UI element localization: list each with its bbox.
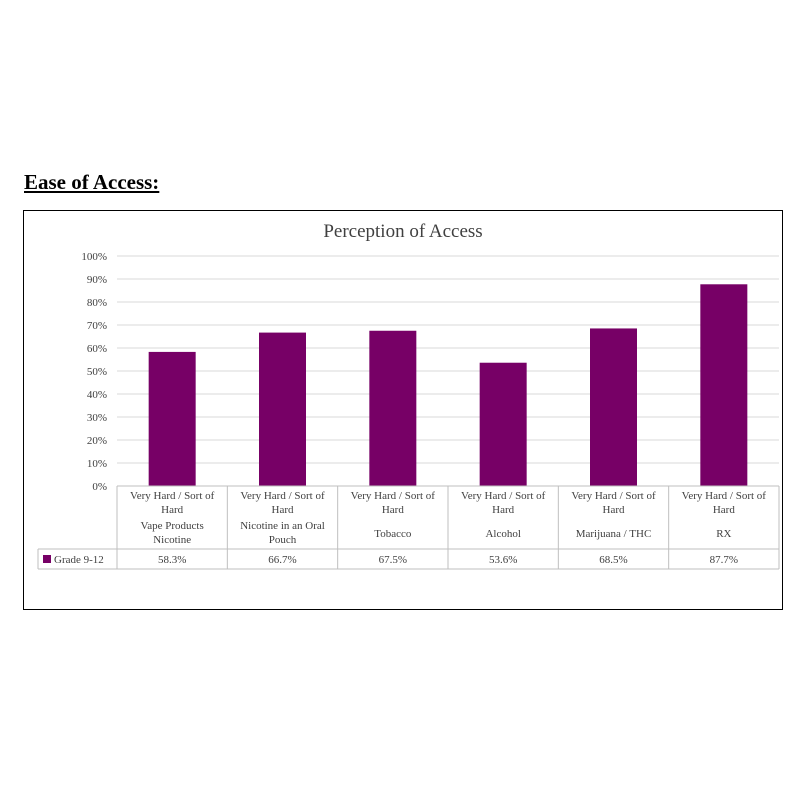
x-tick-label: Hard (603, 504, 625, 516)
x-tick-label: Alcohol (485, 528, 520, 540)
x-tick-label: Nicotine in an Oral (240, 520, 325, 532)
y-tick-label: 90% (87, 274, 107, 286)
legend-label: Grade 9-12 (54, 554, 104, 566)
x-tick-label: Very Hard / Sort of (130, 490, 215, 502)
bar (700, 284, 748, 486)
y-tick-label: 100% (81, 251, 107, 263)
x-tick-label: Very Hard / Sort of (351, 490, 436, 502)
y-tick-label: 20% (87, 435, 107, 447)
x-tick-label: RX (716, 528, 731, 540)
y-tick-label: 60% (87, 343, 107, 355)
y-tick-label: 70% (87, 320, 107, 332)
bar (259, 332, 306, 486)
data-label: 53.6% (489, 554, 517, 566)
y-tick-label: 0% (92, 481, 107, 493)
x-tick-label: Very Hard / Sort of (240, 490, 325, 502)
bar (148, 351, 196, 486)
x-tick-label: Marijuana / THC (576, 528, 652, 540)
x-tick-label: Very Hard / Sort of (461, 490, 546, 502)
x-tick-label: Tobacco (374, 528, 412, 540)
bar (590, 328, 637, 486)
x-tick-label: Hard (161, 504, 183, 516)
x-tick-label: Hard (713, 504, 735, 516)
data-label: 87.7% (710, 554, 738, 566)
x-tick-label: Very Hard / Sort of (571, 490, 656, 502)
x-tick-label: Pouch (269, 534, 297, 546)
x-tick-label: Vape Products (141, 520, 204, 532)
data-label: 66.7% (268, 554, 296, 566)
y-tick-label: 50% (87, 366, 107, 378)
data-label: 68.5% (599, 554, 627, 566)
y-tick-label: 80% (87, 297, 107, 309)
y-tick-label: 30% (87, 412, 107, 424)
x-tick-label: Hard (492, 504, 514, 516)
y-tick-label: 40% (87, 389, 107, 401)
bar (479, 362, 527, 486)
chart-frame: Perception of Access 0% 10% 20% 30% 40% 50% 60… (23, 210, 783, 610)
data-label: 67.5% (379, 554, 407, 566)
x-tick-label: Nicotine (153, 534, 191, 546)
x-tick-label: Very Hard / Sort of (682, 490, 767, 502)
x-tick-label: Hard (272, 504, 294, 516)
x-tick-label: Hard (382, 504, 404, 516)
bar (369, 330, 417, 486)
legend-swatch (43, 555, 51, 563)
chart-title: Perception of Access (323, 221, 483, 242)
data-label: 58.3% (158, 554, 186, 566)
section-heading: Ease of Access: (24, 170, 160, 194)
y-tick-label: 10% (87, 458, 107, 470)
bar-chart: 0% 10% 20% 30% 40% 50% 60% 70% 80% 90% 100% Very Ha… (37, 251, 780, 570)
